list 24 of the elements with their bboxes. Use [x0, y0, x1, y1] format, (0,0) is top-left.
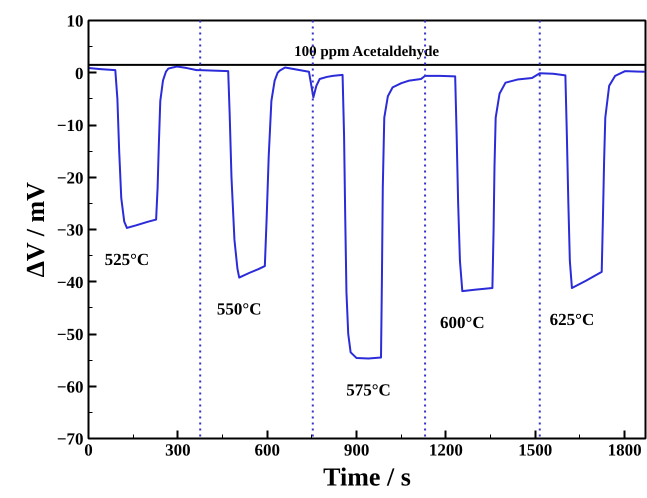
y-tick-label: −70: [56, 430, 84, 448]
y-tick-label: −60: [56, 377, 84, 396]
x-tick-label: 1800: [608, 440, 642, 460]
x-tick-label: 1500: [518, 440, 552, 460]
annotation: 575°C: [346, 380, 391, 400]
ref-line-label: 100 ppm Acetaldehyde: [294, 44, 440, 60]
x-tick-label: 900: [344, 440, 370, 460]
y-tick-label: −30: [56, 220, 84, 240]
y-tick-label: 10: [66, 12, 84, 30]
annotation: 600°C: [440, 313, 485, 332]
y-axis-title: ΔV / mV: [20, 182, 50, 278]
y-tick-label: −40: [56, 272, 84, 292]
y-tick-label: 0: [75, 64, 84, 83]
y-tick-label: −10: [56, 116, 84, 135]
annotation: 525°C: [104, 250, 150, 269]
x-tick-label: 600: [254, 440, 280, 460]
y-tick-label: −50: [56, 325, 84, 344]
x-axis-title: Time / s: [323, 462, 411, 492]
x-tick-label: 300: [165, 440, 191, 460]
y-tick-label: −20: [56, 168, 84, 188]
x-tick-label: 1200: [428, 440, 463, 460]
line-series: [88, 65, 646, 360]
annotation: 550°C: [216, 300, 262, 319]
annotation: 625°C: [550, 310, 594, 330]
